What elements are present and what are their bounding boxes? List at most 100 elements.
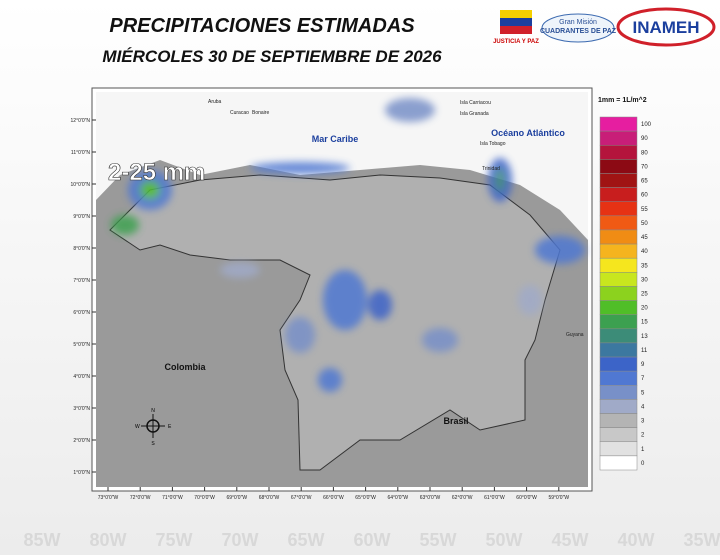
place-label: Isla Granada — [460, 111, 489, 117]
legend-label: 45 — [641, 235, 648, 241]
lon-tick-label: 60°0'0"W — [516, 495, 537, 501]
legend-label: 100 — [641, 122, 652, 128]
legend-label: 11 — [641, 348, 648, 354]
lat-tick-label: 2°0'0"N — [73, 438, 90, 444]
legend-label: 70 — [641, 164, 648, 170]
legend-swatch — [599, 356, 638, 372]
legend-swatch — [599, 116, 638, 132]
lon-tick-label: 67°0'0"W — [291, 495, 312, 501]
lat-tick-label: 11°0'0"N — [71, 150, 90, 156]
compass: N E S W — [135, 408, 172, 447]
lon-tick-label: 66°0'0"W — [323, 495, 344, 501]
flag-stripe — [500, 10, 532, 18]
legend-label: 20 — [641, 306, 648, 312]
background-longitude: 35W — [683, 530, 720, 550]
legend-swatch — [599, 455, 638, 471]
background-longitude: 40W — [617, 530, 654, 550]
compass-label: S — [151, 441, 155, 447]
legend-label: 30 — [641, 277, 648, 283]
lon-tick-label: 61°0'0"W — [484, 495, 505, 501]
lon-tick-label: 59°0'0"W — [549, 495, 570, 501]
legend: 1009080706560555045403530252015131197543… — [599, 116, 652, 471]
lon-tick-label: 72°0'0"W — [130, 495, 151, 501]
lat-tick-label: 6°0'0"N — [73, 310, 90, 316]
background-longitudes: 85W 80W 75W 70W 65W 60W 55W 50W 45W 40W 35W — [23, 530, 720, 550]
legend-label: 15 — [641, 320, 648, 326]
legend-swatch — [599, 144, 638, 160]
logo-badge — [616, 7, 716, 47]
place-label: Guyana — [566, 332, 584, 338]
legend-swatch — [599, 441, 638, 457]
legend-label: 50 — [641, 221, 648, 227]
legend-swatch — [599, 370, 638, 386]
flag-stripe — [500, 18, 532, 26]
legend-swatch — [599, 385, 638, 400]
map: Mar Caribe Océano Atlántico Colombia Bra… — [96, 92, 588, 487]
subtitle: MIÉRCOLES 30 DE SEPTIEMBRE DE 2026 — [102, 47, 442, 66]
precipitation — [111, 98, 585, 392]
lat-tick-label: 3°0'0"N — [73, 406, 90, 412]
legend-swatch — [599, 187, 638, 202]
legend-label: 5 — [641, 390, 645, 396]
background-longitude: 80W — [89, 530, 126, 550]
logo-text: JUSTICIA Y PAZ — [493, 39, 539, 45]
background-longitude: 50W — [485, 530, 522, 550]
lon-tick-label: 68°0'0"W — [259, 495, 280, 501]
background-longitude: 75W — [155, 530, 192, 550]
lat-tick-label: 10°0'0"N — [71, 182, 91, 188]
background-longitude: 55W — [419, 530, 456, 550]
lon-tick-label: 64°0'0"W — [388, 495, 409, 501]
legend-label: 2 — [641, 433, 645, 439]
lat-tick-label: 9°0'0"N — [73, 214, 90, 220]
legend-swatch — [599, 399, 638, 414]
legend-swatch — [599, 300, 638, 315]
place-label: Trinidad — [482, 166, 500, 172]
place-label: Isla Tobago — [480, 141, 506, 147]
title: PRECIPITACIONES ESTIMADAS — [109, 15, 415, 37]
lon-tick-label: 71°0'0"W — [162, 495, 183, 501]
legend-swatch — [599, 286, 638, 301]
lat-tick-label: 1°0'0"N — [73, 470, 90, 476]
background-longitude: 45W — [551, 530, 588, 550]
lat-tick-label: 4°0'0"N — [73, 374, 90, 380]
place-label: Curacao — [230, 110, 249, 116]
legend-label: 0 — [641, 461, 645, 467]
lat-tick-label: 5°0'0"N — [73, 342, 90, 348]
logo-text: Gran Misión — [559, 19, 597, 26]
highlight-label: 2-25 mm — [108, 159, 205, 186]
lon-tick-label: 73°0'0"W — [98, 495, 119, 501]
legend-title: 1mm = 1L/m^2 — [598, 96, 647, 104]
legend-label: 65 — [641, 179, 648, 185]
place-label: Isla Carriacou — [460, 100, 491, 106]
legend-label: 13 — [641, 334, 648, 340]
flag-stripe — [500, 26, 532, 34]
map-ticks: 12°0'0"N 11°0'0"N 10°0'0"N 9°0'0"N 8°0'0"N 7°… — [71, 118, 570, 501]
lon-tick-label: 65°0'0"W — [355, 495, 376, 501]
sea-label: Océano Atlántico — [491, 128, 565, 138]
logo-text: CUADRANTES DE PAZ — [540, 28, 617, 35]
legend-label: 55 — [641, 207, 648, 213]
lon-tick-label: 63°0'0"W — [420, 495, 441, 501]
legend-swatch — [599, 413, 638, 428]
legend-label: 90 — [641, 136, 648, 142]
legend-swatch — [599, 130, 638, 146]
legend-swatch — [599, 272, 638, 287]
legend-label: 25 — [641, 292, 648, 298]
background-longitude: 65W — [287, 530, 324, 550]
legend-swatch — [599, 229, 638, 245]
legend-swatch — [599, 159, 638, 174]
place-label: Aruba — [208, 99, 222, 105]
country-label: Colombia — [164, 362, 206, 372]
legend-label: 3 — [641, 419, 645, 425]
logo-badge — [541, 13, 615, 43]
compass-label: N — [151, 408, 155, 414]
background-longitude: 70W — [221, 530, 258, 550]
legend-swatch — [599, 257, 638, 273]
lat-tick-label: 8°0'0"N — [73, 246, 90, 252]
legend-label: 7 — [641, 376, 645, 382]
background-longitude: 60W — [353, 530, 390, 550]
legend-swatch — [599, 215, 638, 231]
legend-swatch — [599, 314, 638, 330]
place-label: Bonaire — [252, 110, 269, 116]
